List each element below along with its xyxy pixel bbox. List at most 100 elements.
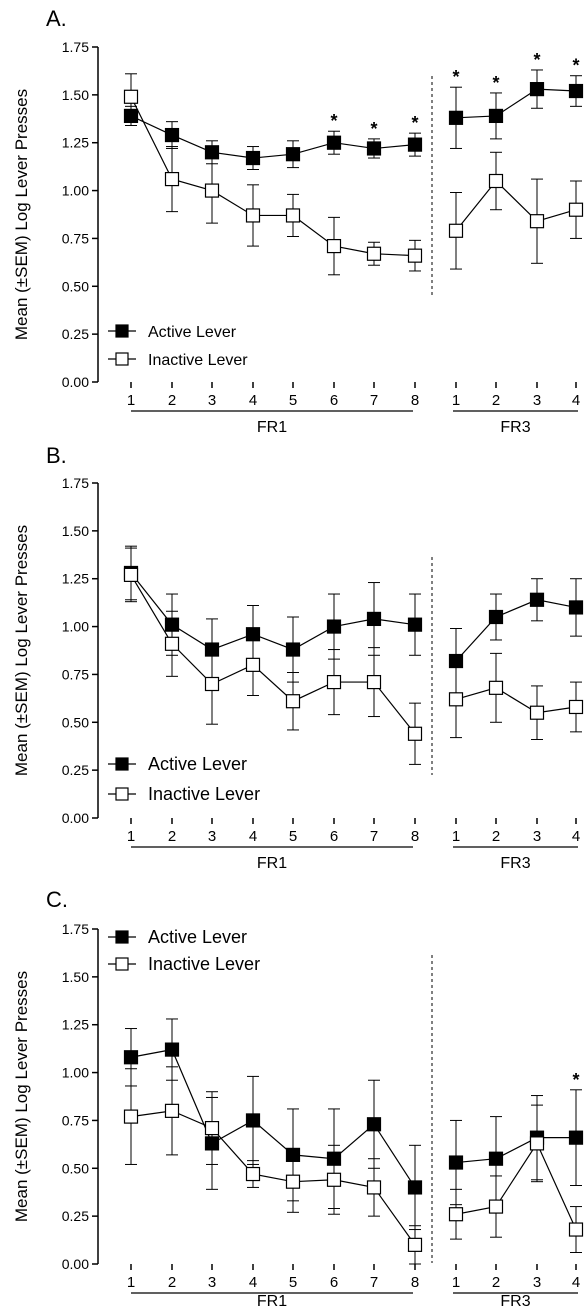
y-tick-label: 0.00 [62,810,89,826]
data-point [245,1166,261,1182]
series-line [455,1137,576,1164]
x-tick-label: 5 [289,1274,297,1291]
data-point [488,1151,504,1166]
data-point [366,611,382,627]
data-point [326,674,342,690]
data-point [164,1103,180,1118]
legend-marker [115,930,129,944]
series-inactive-lever [123,73,584,276]
x-tick-label: 6 [330,1274,338,1291]
data-point [366,674,382,690]
x-tick-label: 7 [370,828,378,845]
data-point [164,636,180,651]
data-point [366,1180,382,1195]
y-tick-label: 0.50 [62,278,89,294]
series-line [455,599,577,662]
data-point [123,1050,139,1065]
data-point [529,214,545,229]
legend-item: Inactive Lever [108,352,248,369]
significance-marker: * [452,67,459,87]
data-point [568,83,584,99]
legend-item: Active Lever [108,754,247,774]
y-tick-label: 1.75 [62,921,89,937]
significance-marker: * [411,113,418,133]
significance-marker: * [370,119,377,139]
group-label-fr1: FR1 [257,1293,287,1310]
significance-marker: * [492,73,499,93]
y-tick-label: 0.25 [62,762,89,778]
x-tick-label: 1 [127,392,135,409]
data-point [568,600,584,615]
data-point [448,223,464,238]
data-point [568,202,584,217]
data-point [407,248,423,263]
panel-label: B. [46,443,67,468]
x-tick-label: 3 [533,1274,541,1291]
x-tick-label: 1 [452,392,460,409]
y-tick-label: 1.00 [62,619,89,635]
x-tick-label: 1 [452,828,460,845]
x-tick-label: 2 [492,1274,500,1291]
y-tick-label: 1.50 [62,969,89,985]
group-label-fr1: FR1 [257,855,287,872]
legend-label: Inactive Lever [148,352,248,369]
y-tick-label: 1.00 [62,183,89,199]
significance-marker: * [572,1070,579,1090]
data-point [164,1042,180,1057]
group-label-fr3: FR3 [500,419,530,436]
data-point [326,135,342,150]
x-tick-label: 1 [452,1274,460,1291]
data-point [123,1109,139,1124]
data-point [448,692,464,707]
significance-marker: * [533,50,540,70]
y-tick-label: 0.25 [62,1208,89,1224]
data-point [245,1113,261,1128]
data-point [529,1136,545,1151]
legend-label: Active Lever [148,324,237,341]
chart-panel-a: A. 0.00 0.25 0.50 0.75 1.00 1.25 1.50 1.75 Mean (… [12,6,584,436]
legend-marker [115,324,129,338]
y-tick-label: 0.50 [62,1160,89,1176]
data-point [164,171,180,187]
chart-panel-b: B. 0.00 0.25 0.50 0.75 1.00 1.25 1.50 1.75 Mean (… [12,443,584,872]
data-point [204,145,220,160]
y-tick-label: 0.50 [62,714,89,730]
x-tick-label: 2 [492,392,500,409]
y-tick-label: 0.75 [62,666,89,682]
data-point [204,676,220,692]
group-label-fr3: FR3 [500,855,530,872]
data-point [568,1130,584,1145]
series-active-lever [123,1018,584,1231]
data-point [123,89,139,104]
y-tick-label: 0.00 [62,374,89,390]
series-inactive-lever [123,1066,584,1265]
series-line [455,687,577,714]
data-point [245,150,261,166]
x-tick-label: 4 [572,392,580,409]
y-axis-label: Mean (±SEM) Log Lever Presses [12,971,31,1222]
data-point [448,110,464,125]
data-point [285,208,301,223]
legend-label: Active Lever [148,754,247,774]
data-point [164,127,180,143]
data-point [204,1120,220,1136]
legend-label: Inactive Lever [148,954,260,974]
x-tick-label: 2 [168,828,176,845]
data-point [366,1117,382,1132]
group-label-fr1: FR1 [257,419,287,436]
data-point [488,1199,504,1214]
legend-item: Inactive Lever [108,954,260,974]
y-tick-label: 1.25 [62,571,89,587]
x-tick-label: 4 [249,1274,257,1291]
series-line [455,180,577,232]
y-tick-label: 1.50 [62,87,89,103]
data-point [407,617,423,632]
x-tick-label: 1 [127,1274,135,1291]
data-point [326,1172,342,1187]
x-tick-label: 3 [208,828,216,845]
x-tick-label: 3 [208,1274,216,1291]
y-tick-label: 1.50 [62,523,89,539]
significance-marker: * [572,56,579,76]
data-point [448,1207,464,1222]
data-point [245,657,261,672]
